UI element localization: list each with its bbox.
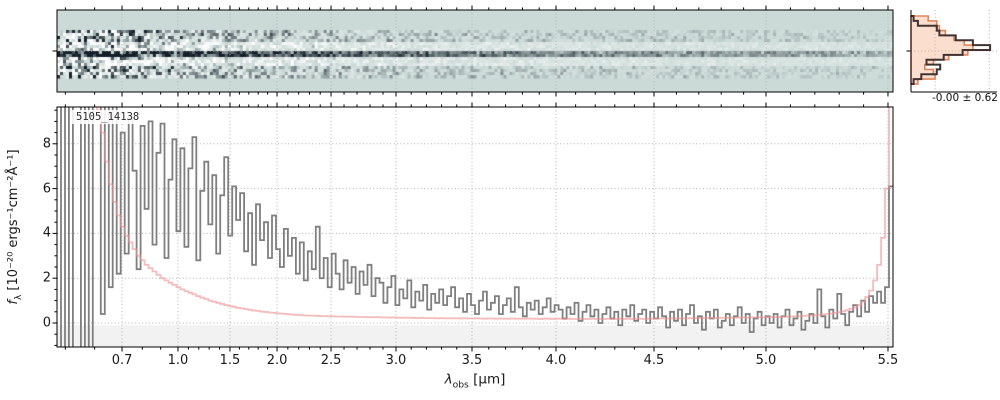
x-tick-label: 4.0 — [545, 353, 567, 368]
x-tick-label: 2.5 — [320, 353, 342, 368]
x-axis-symbol: λ — [444, 371, 453, 388]
x-tick-label: 2.0 — [266, 353, 288, 368]
x-tick-label: 0.7 — [111, 353, 133, 368]
x-tick-label: 5.5 — [877, 353, 899, 368]
y-axis-unit: [10⁻²⁰ ergs⁻¹cm⁻²Å⁻¹] — [6, 149, 22, 295]
pixel-stats-label: -0.00 ± 0.62 — [931, 92, 998, 104]
x-axis-subscript: obs — [452, 379, 469, 391]
y-tick-label: 2 — [42, 270, 51, 286]
y-tick-label: 6 — [42, 181, 51, 197]
y-axis-subscript: λ — [13, 294, 24, 300]
x-tick-label: 3.5 — [461, 353, 483, 368]
y-tick-label: 4 — [42, 225, 51, 241]
x-tick-label: 3.0 — [385, 353, 407, 368]
x-tick-label: 1.5 — [219, 353, 241, 368]
x-axis-unit: [μm] — [468, 371, 506, 388]
y-axis-label: fλ [10⁻²⁰ ergs⁻¹cm⁻²Å⁻¹] — [6, 149, 24, 304]
x-tick-label: 5.0 — [755, 353, 777, 368]
y-tick-label: 0 — [42, 315, 51, 331]
x-tick-label: 4.5 — [643, 353, 665, 368]
source-id-label: 5105_14138 — [72, 110, 144, 124]
x-tick-label: 1.0 — [167, 353, 189, 368]
x-axis-label: λobs [μm] — [445, 372, 506, 391]
y-tick-label: 8 — [42, 136, 51, 152]
y-axis-symbol: f — [6, 299, 22, 305]
spectrum-2d-image — [57, 10, 893, 92]
